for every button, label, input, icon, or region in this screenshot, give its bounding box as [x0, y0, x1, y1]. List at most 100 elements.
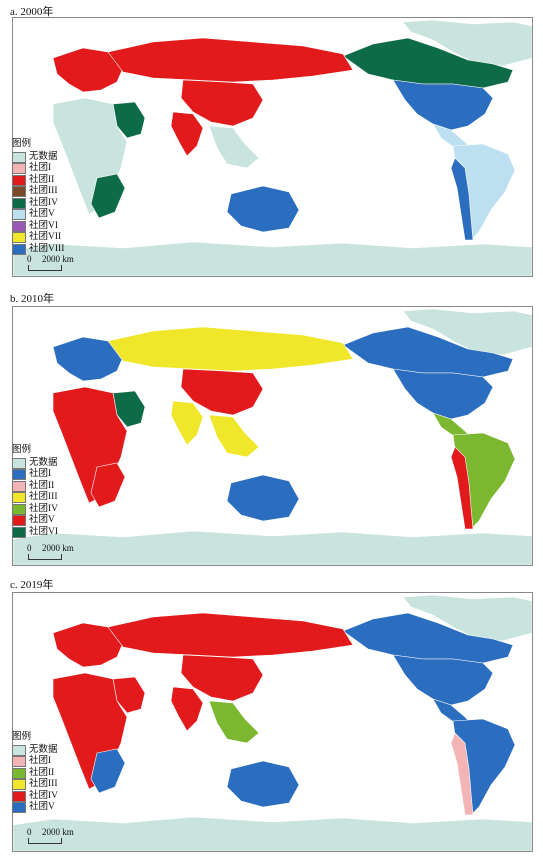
- scale-label: 2000 km: [42, 543, 74, 553]
- legend-swatch: [12, 802, 26, 814]
- legend-label: 社团I: [29, 756, 52, 766]
- region-usa: [392, 368, 494, 420]
- region-australia: [226, 474, 300, 522]
- map-panel-c: [12, 592, 533, 852]
- scale-zero: 0: [27, 254, 32, 264]
- region-antarctica: [13, 241, 532, 276]
- legend-item: 社团IV: [12, 197, 64, 210]
- legend-label: 社团V: [29, 515, 55, 525]
- legend-item: 社团V: [12, 802, 58, 814]
- region-antarctica: [13, 530, 532, 565]
- legend-swatch: [12, 232, 26, 244]
- legend-item: 社团V: [12, 515, 58, 527]
- region-australia: [226, 185, 300, 233]
- legend-item: 社团VI: [12, 526, 59, 539]
- legend-swatch: [12, 209, 26, 221]
- scale-zero: 0: [27, 543, 32, 553]
- legend-item: 社团I: [12, 469, 58, 481]
- region-china: [180, 79, 264, 127]
- legend-item: 社团V: [12, 209, 64, 221]
- legend-item: 社团II: [12, 480, 58, 493]
- legend-label: 社团II: [29, 480, 55, 491]
- legend-title: 图例: [12, 732, 32, 742]
- legend-item: 社团VIII: [12, 243, 65, 256]
- legend-label: 社团IV: [29, 197, 59, 208]
- legend-swatch: [12, 767, 26, 779]
- scale-label: 2000 km: [42, 827, 74, 837]
- legend-label: 社团III: [29, 186, 58, 196]
- legend-swatch: [12, 243, 26, 255]
- legend-label: 社团I: [29, 163, 52, 173]
- region-greenland: [402, 308, 532, 356]
- legend-label: 社团IV: [29, 790, 59, 801]
- legend-swatch: [12, 515, 26, 527]
- region-australia: [226, 760, 300, 808]
- legend-item: 社团III: [12, 779, 58, 791]
- world-map-svg: [13, 19, 532, 276]
- map-panel-a: [12, 17, 533, 277]
- region-europe: [52, 336, 124, 382]
- region-europe: [52, 47, 124, 93]
- region-andes: [450, 157, 474, 241]
- legend-swatch: [12, 526, 26, 538]
- legend-swatch: [12, 503, 26, 515]
- legend-swatch: [12, 779, 26, 791]
- legend-item: 社团IV: [12, 790, 59, 803]
- legend-item: 社团IV: [12, 503, 59, 516]
- region-usa: [392, 654, 494, 706]
- legend-label: 社团II: [29, 174, 55, 185]
- legend-panel-b: 图例无数据 社团I 社团II 社团III 社团IV 社团V 社团VI: [12, 445, 59, 539]
- legend-swatch: [12, 220, 26, 232]
- panel-b-title: b. 2010年: [10, 293, 54, 305]
- region-southern-africa: [90, 748, 126, 794]
- legend-swatch: [12, 457, 26, 469]
- region-europe: [52, 622, 124, 668]
- region-antarctica: [13, 816, 532, 851]
- region-russia: [107, 326, 354, 372]
- legend-label: 社团IV: [29, 503, 59, 514]
- region-southern-africa: [90, 173, 126, 219]
- legend-item: 无数据: [12, 457, 58, 470]
- legend-item: 社团VI: [12, 220, 64, 233]
- legend-label: 社团VIII: [29, 243, 65, 254]
- legend-label: 社团I: [29, 469, 52, 479]
- legend-item: 社团VII: [12, 232, 64, 244]
- legend-label: 无数据: [29, 151, 58, 162]
- legend-item: 社团I: [12, 756, 58, 768]
- legend-item: 无数据: [12, 744, 58, 757]
- region-china: [180, 654, 264, 702]
- legend-swatch: [12, 197, 26, 209]
- legend-label: 社团VI: [29, 220, 59, 231]
- legend-label: 社团III: [29, 779, 58, 789]
- region-india: [170, 686, 204, 732]
- region-southeast-asia: [208, 125, 260, 169]
- legend-item: 社团II: [12, 767, 58, 780]
- legend-swatch: [12, 756, 26, 768]
- region-india: [170, 111, 204, 157]
- world-map-svg: [13, 308, 532, 565]
- legend-label: 社团V: [29, 209, 55, 219]
- legend-label: 无数据: [29, 457, 58, 468]
- region-southeast-asia: [208, 700, 260, 744]
- world-map-svg: [13, 594, 532, 851]
- region-southern-africa: [90, 462, 126, 508]
- legend-swatch: [12, 186, 26, 198]
- legend-title: 图例: [12, 139, 32, 149]
- legend-swatch: [12, 163, 26, 175]
- legend-item: 社团III: [12, 492, 58, 504]
- legend-label: 社团VI: [29, 526, 59, 537]
- legend-item: 社团III: [12, 186, 64, 198]
- legend-item: 社团I: [12, 163, 64, 175]
- legend-title: 图例: [12, 445, 32, 455]
- panel-c-title: c. 2019年: [10, 579, 54, 591]
- legend-swatch: [12, 790, 26, 802]
- legend-item: 无数据: [12, 151, 64, 164]
- legend-label: 无数据: [29, 744, 58, 755]
- legend-label: 社团VII: [29, 232, 62, 242]
- legend-label: 社团III: [29, 492, 58, 502]
- legend-item: 社团II: [12, 174, 64, 187]
- region-andes: [450, 732, 474, 816]
- legend-panel-c: 图例无数据 社团I 社团II 社团III 社团IV 社团V: [12, 732, 59, 814]
- region-russia: [107, 612, 354, 658]
- region-china: [180, 368, 264, 416]
